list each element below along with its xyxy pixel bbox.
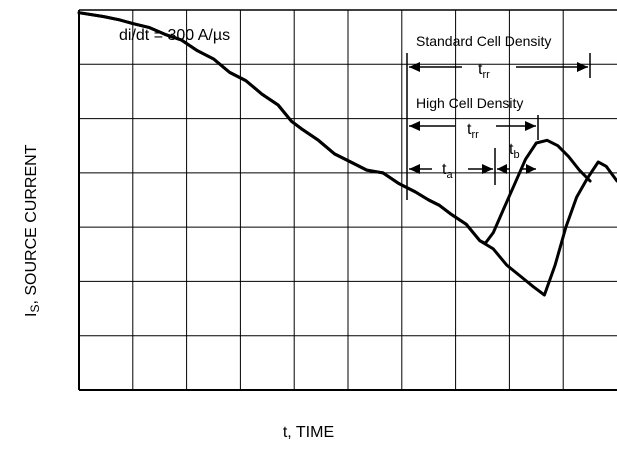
- high-trr-label: trr: [467, 121, 479, 141]
- high-trr-arrow-right: [496, 121, 536, 131]
- high-cell-density-curve: [77, 11, 592, 245]
- tb-arrow-left: [497, 164, 510, 174]
- high-trr-arrow-left: [409, 121, 455, 131]
- standard-trr-arrow-left: [409, 62, 462, 72]
- high-cell-density-label: High Cell Density: [416, 95, 523, 111]
- x-axis-label: t, TIME: [282, 424, 335, 441]
- standard-trr-arrow-right: [516, 62, 588, 72]
- ta-label: ta: [442, 161, 453, 181]
- tb-label: tb: [509, 141, 520, 161]
- series: [77, 11, 617, 297]
- standard-trr-label: trr: [478, 61, 490, 81]
- standard-cell-density-label: Standard Cell Density: [416, 33, 551, 49]
- ta-arrow-left: [409, 164, 432, 174]
- tb-arrow-right: [520, 164, 536, 174]
- condition-label: di/dt = 300 A/µs: [119, 27, 230, 44]
- ta-arrow-right: [468, 164, 493, 174]
- y-axis-label: IS, SOURCE CURRENT: [23, 144, 42, 317]
